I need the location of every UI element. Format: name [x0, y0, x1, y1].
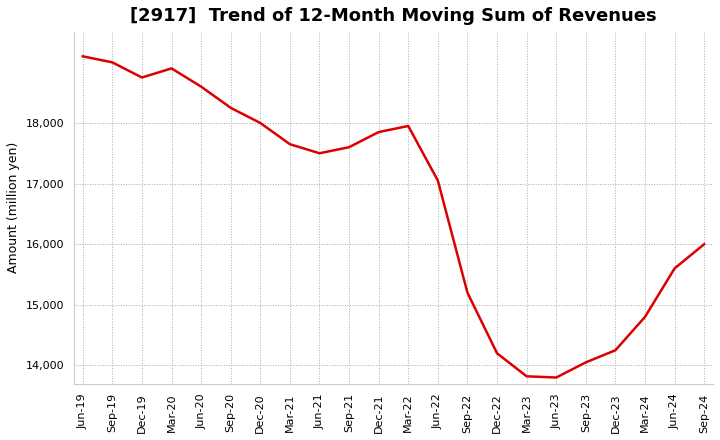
- Title: [2917]  Trend of 12-Month Moving Sum of Revenues: [2917] Trend of 12-Month Moving Sum of R…: [130, 7, 657, 25]
- Y-axis label: Amount (million yen): Amount (million yen): [7, 142, 20, 273]
